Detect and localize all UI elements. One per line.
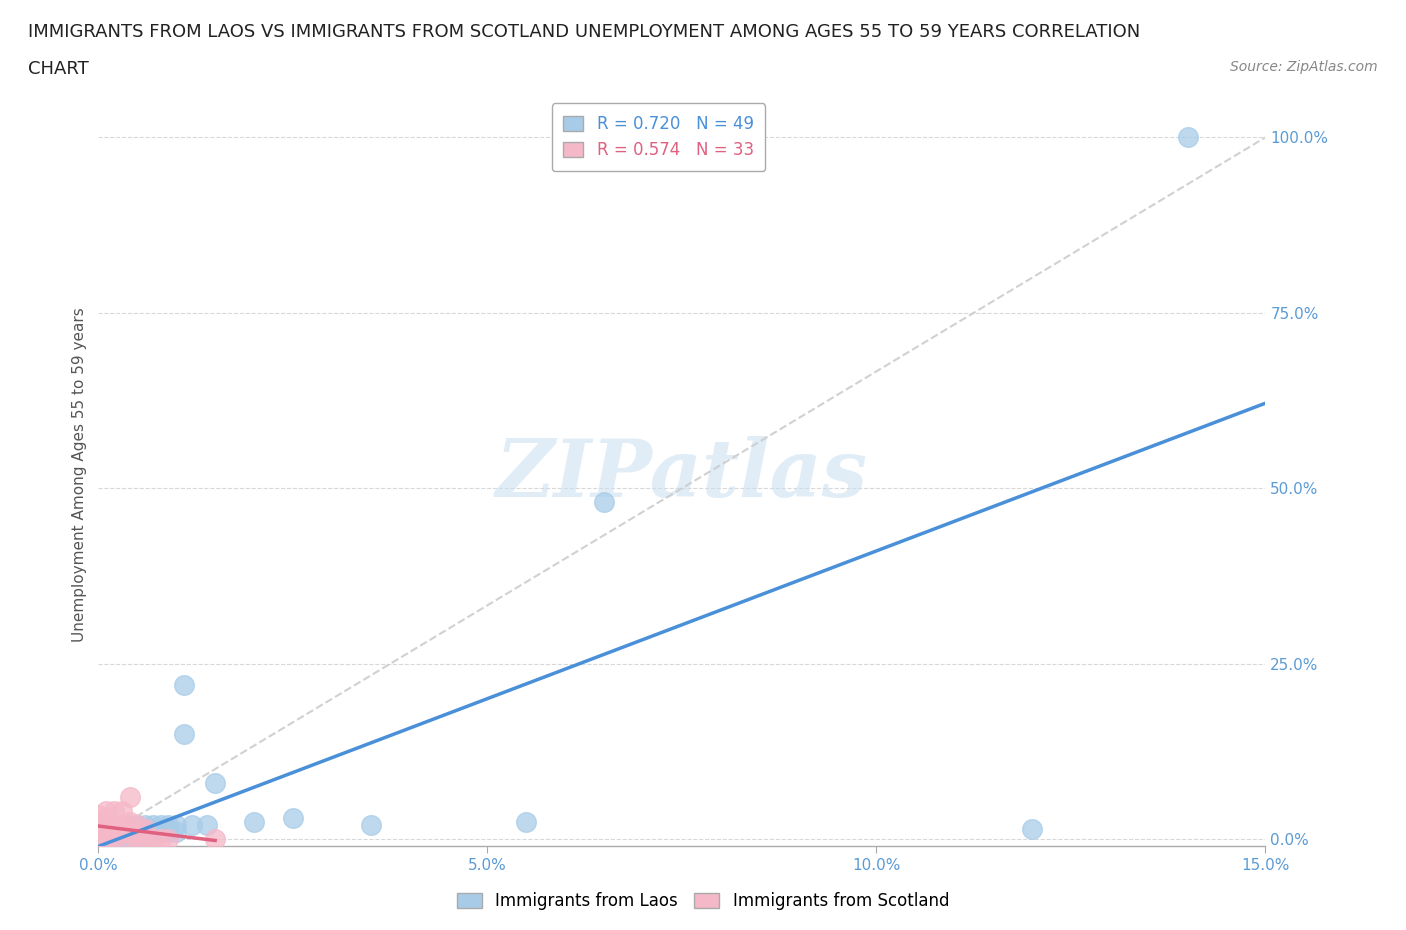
Point: [142, 817, 165, 832]
Point: [593, 495, 616, 510]
Point: [96, 821, 118, 836]
Point: [165, 817, 187, 832]
Point: [1021, 821, 1043, 836]
Point: [134, 825, 156, 840]
Point: [111, 829, 134, 844]
Point: [142, 825, 165, 840]
Point: [103, 829, 125, 844]
Point: [134, 831, 156, 846]
Point: [204, 776, 226, 790]
Point: [103, 831, 125, 846]
Point: [111, 821, 134, 836]
Point: [134, 817, 156, 832]
Point: [118, 790, 141, 804]
Point: [118, 815, 141, 830]
Text: IMMIGRANTS FROM LAOS VS IMMIGRANTS FROM SCOTLAND UNEMPLOYMENT AMONG AGES 55 TO 5: IMMIGRANTS FROM LAOS VS IMMIGRANTS FROM …: [28, 23, 1140, 41]
Text: Source: ZipAtlas.com: Source: ZipAtlas.com: [1230, 60, 1378, 74]
Point: [103, 825, 125, 840]
Point: [149, 825, 172, 840]
Point: [103, 831, 125, 846]
Point: [127, 817, 149, 832]
Point: [127, 831, 149, 846]
Point: [127, 831, 149, 846]
Point: [96, 804, 118, 818]
Point: [87, 829, 110, 844]
Point: [118, 829, 141, 844]
Point: [142, 831, 165, 846]
Point: [103, 804, 125, 818]
Point: [157, 825, 180, 840]
Point: [195, 817, 218, 832]
Point: [127, 817, 149, 832]
Y-axis label: Unemployment Among Ages 55 to 59 years: Unemployment Among Ages 55 to 59 years: [72, 307, 87, 642]
Point: [96, 817, 118, 832]
Point: [157, 821, 180, 836]
Point: [173, 726, 195, 741]
Point: [165, 825, 187, 840]
Point: [173, 677, 195, 692]
Point: [134, 829, 156, 844]
Point: [118, 831, 141, 846]
Point: [103, 825, 125, 840]
Point: [87, 831, 110, 846]
Point: [96, 831, 118, 846]
Point: [111, 825, 134, 840]
Point: [96, 825, 118, 840]
Point: [87, 807, 110, 822]
Point: [157, 831, 180, 846]
Point: [360, 817, 382, 832]
Point: [103, 817, 125, 832]
Point: [243, 815, 266, 830]
Point: [127, 829, 149, 844]
Point: [111, 831, 134, 846]
Point: [111, 825, 134, 840]
Point: [96, 829, 118, 844]
Point: [118, 831, 141, 846]
Point: [111, 831, 134, 846]
Point: [103, 831, 125, 846]
Point: [103, 829, 125, 844]
Text: ZIPatlas: ZIPatlas: [496, 435, 868, 513]
Point: [118, 825, 141, 840]
Point: [149, 831, 172, 846]
Point: [281, 811, 304, 826]
Point: [157, 817, 180, 832]
Point: [87, 831, 110, 846]
Point: [180, 817, 202, 832]
Point: [127, 825, 149, 840]
Point: [103, 821, 125, 836]
Point: [111, 804, 134, 818]
Point: [204, 831, 226, 846]
Point: [96, 831, 118, 846]
Point: [87, 829, 110, 844]
Point: [149, 817, 172, 832]
Text: CHART: CHART: [28, 60, 89, 78]
Point: [96, 831, 118, 846]
Point: [127, 825, 149, 840]
Point: [111, 817, 134, 832]
Point: [134, 821, 156, 836]
Point: [142, 829, 165, 844]
Point: [515, 815, 537, 830]
Point: [87, 825, 110, 840]
Point: [1177, 130, 1199, 145]
Legend: Immigrants from Laos, Immigrants from Scotland: Immigrants from Laos, Immigrants from Sc…: [450, 885, 956, 917]
Point: [96, 829, 118, 844]
Point: [118, 817, 141, 832]
Point: [96, 811, 118, 826]
Point: [96, 825, 118, 840]
Point: [118, 825, 141, 840]
Point: [87, 817, 110, 832]
Legend: R = 0.720   N = 49, R = 0.574   N = 33: R = 0.720 N = 49, R = 0.574 N = 33: [551, 103, 765, 171]
